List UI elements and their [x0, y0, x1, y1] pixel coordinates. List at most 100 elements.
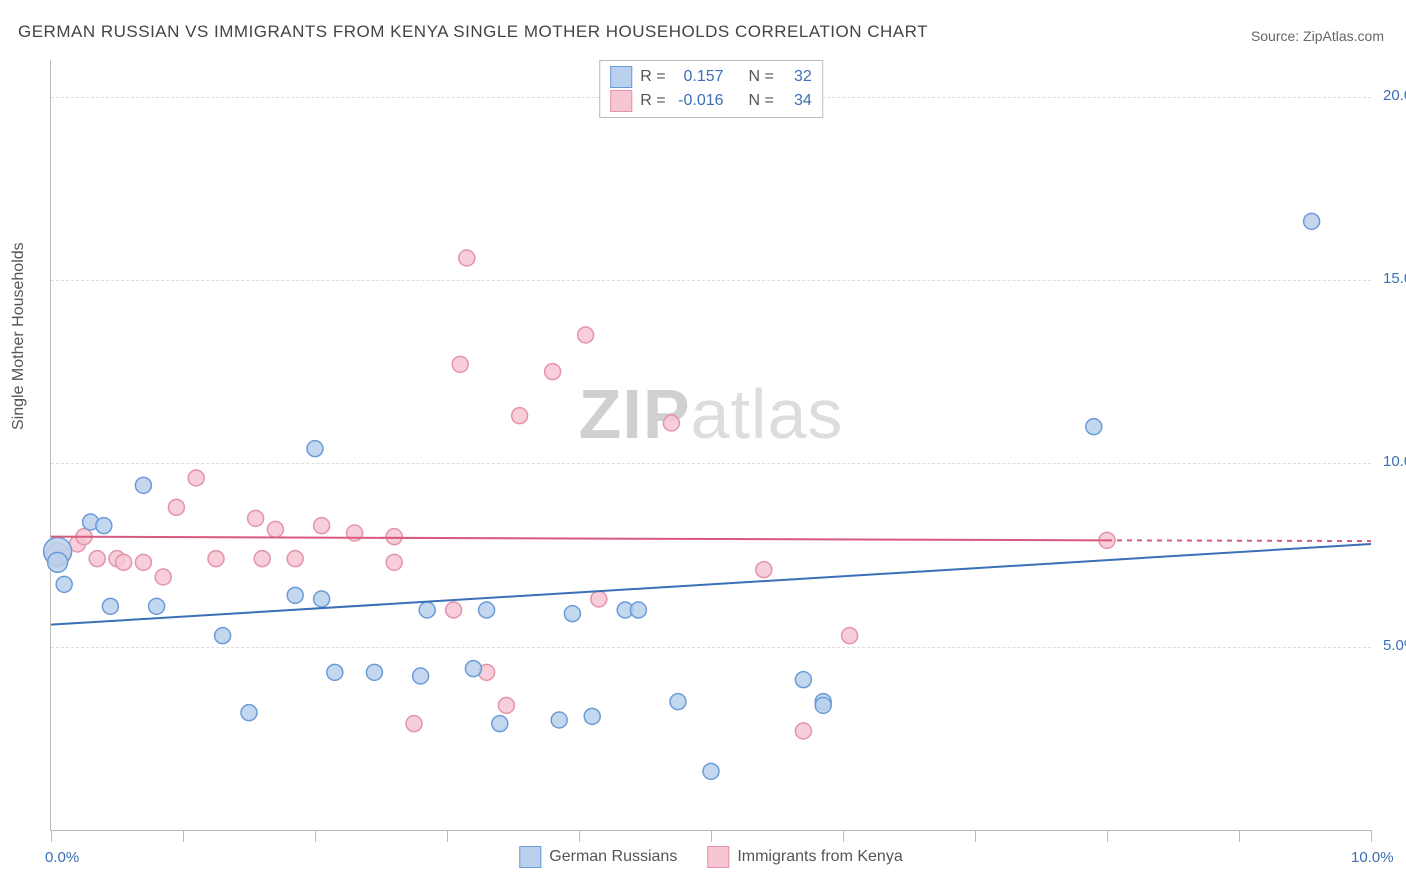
x-tick	[315, 830, 316, 842]
stats-row-2: R = -0.016 N = 34	[610, 89, 812, 113]
gridline	[51, 280, 1371, 281]
data-point	[1304, 213, 1320, 229]
gridline	[51, 647, 1371, 648]
legend-item-1: German Russians	[519, 846, 677, 868]
data-point	[307, 441, 323, 457]
stats-legend: R = 0.157 N = 32 R = -0.016 N = 34	[599, 60, 823, 118]
data-point	[102, 598, 118, 614]
data-point	[551, 712, 567, 728]
plot-area: ZIPatlas R = 0.157 N = 32 R = -0.016 N =…	[50, 60, 1371, 831]
data-point	[267, 521, 283, 537]
data-point	[584, 708, 600, 724]
legend-label-2: Immigrants from Kenya	[737, 848, 902, 866]
x-tick	[51, 830, 52, 842]
legend-label-1: German Russians	[549, 848, 677, 866]
r-value-2: -0.016	[674, 92, 724, 110]
y-tick-label: 20.0%	[1383, 87, 1406, 104]
data-point	[545, 364, 561, 380]
data-point	[512, 408, 528, 424]
n-value-1: 32	[782, 68, 812, 86]
data-point	[386, 554, 402, 570]
x-tick	[447, 830, 448, 842]
data-point	[314, 591, 330, 607]
data-point	[630, 602, 646, 618]
legend-swatch-1	[519, 846, 541, 868]
data-point	[116, 554, 132, 570]
data-point	[366, 664, 382, 680]
data-point	[135, 477, 151, 493]
data-point	[327, 664, 343, 680]
trend-line	[51, 537, 1107, 541]
trend-line	[51, 544, 1371, 625]
r-label-1: R =	[640, 68, 665, 86]
data-point	[248, 510, 264, 526]
y-axis-label: Single Mother Households	[10, 242, 28, 430]
series-legend: German Russians Immigrants from Kenya	[519, 846, 902, 868]
data-point	[703, 763, 719, 779]
stats-row-1: R = 0.157 N = 32	[610, 65, 812, 89]
data-point	[479, 602, 495, 618]
data-point	[459, 250, 475, 266]
data-point	[795, 723, 811, 739]
x-tick	[975, 830, 976, 842]
data-point	[578, 327, 594, 343]
swatch-series-2	[610, 90, 632, 112]
data-point	[89, 551, 105, 567]
x-tick	[579, 830, 580, 842]
data-point	[287, 551, 303, 567]
data-point	[663, 415, 679, 431]
data-point	[413, 668, 429, 684]
x-tick	[1239, 830, 1240, 842]
x-tick	[711, 830, 712, 842]
r-label-2: R =	[640, 92, 665, 110]
data-point	[465, 661, 481, 677]
data-point	[96, 518, 112, 534]
data-point	[498, 697, 514, 713]
data-point	[842, 628, 858, 644]
data-point	[215, 628, 231, 644]
source-attribution: Source: ZipAtlas.com	[1251, 28, 1384, 44]
data-point	[419, 602, 435, 618]
x-tick	[1107, 830, 1108, 842]
scatter-svg	[51, 60, 1371, 830]
r-value-1: 0.157	[674, 68, 724, 86]
data-point	[56, 576, 72, 592]
trend-line	[1107, 540, 1371, 541]
legend-item-2: Immigrants from Kenya	[707, 846, 902, 868]
data-point	[795, 672, 811, 688]
n-value-2: 34	[782, 92, 812, 110]
data-point	[815, 697, 831, 713]
y-tick-label: 5.0%	[1383, 637, 1406, 654]
x-tick-label: 10.0%	[1351, 849, 1394, 866]
data-point	[149, 598, 165, 614]
y-tick-label: 15.0%	[1383, 270, 1406, 287]
x-tick	[843, 830, 844, 842]
data-point	[446, 602, 462, 618]
gridline	[51, 463, 1371, 464]
data-point	[188, 470, 204, 486]
chart-title: GERMAN RUSSIAN VS IMMIGRANTS FROM KENYA …	[18, 22, 928, 42]
data-point	[670, 694, 686, 710]
swatch-series-1	[610, 66, 632, 88]
data-point	[756, 562, 772, 578]
data-point	[208, 551, 224, 567]
n-label-2: N =	[748, 92, 773, 110]
y-tick-label: 10.0%	[1383, 453, 1406, 470]
data-point	[314, 518, 330, 534]
data-point	[1086, 419, 1102, 435]
x-tick	[1371, 830, 1372, 842]
data-point	[564, 606, 580, 622]
data-point	[168, 499, 184, 515]
data-point	[452, 356, 468, 372]
data-point	[135, 554, 151, 570]
n-label-1: N =	[748, 68, 773, 86]
data-point	[406, 716, 422, 732]
x-tick-label: 0.0%	[45, 849, 79, 866]
data-point	[241, 705, 257, 721]
data-point	[287, 587, 303, 603]
data-point	[254, 551, 270, 567]
data-point	[155, 569, 171, 585]
x-tick	[183, 830, 184, 842]
data-point	[48, 552, 68, 572]
data-point	[386, 529, 402, 545]
